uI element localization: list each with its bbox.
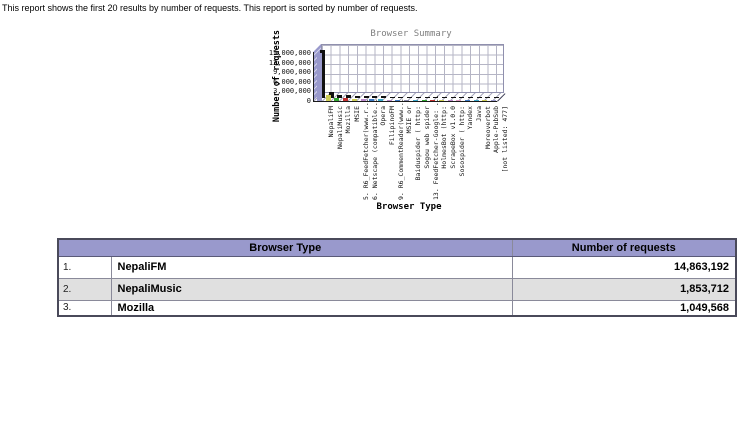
x-axis-label: MSIE or (405, 106, 414, 134)
rank-cell: 1. (57, 255, 112, 279)
chart-title: Browser Summary (370, 29, 452, 39)
rank-cell: 2. (57, 277, 112, 301)
table-row: 3. Mozilla 1,049,568 (57, 299, 737, 316)
x-axis-label: NepaliFM (327, 106, 335, 138)
table-header-row: Browser Type Number of requests (57, 238, 737, 257)
bar (438, 99, 444, 101)
bar (412, 99, 418, 101)
bar (351, 98, 357, 101)
x-axis-label: 9. R6_CommentReader(www... (396, 98, 405, 200)
x-axis-label: HolmesBot (http: (440, 106, 449, 169)
y-tick-label: 15,000,000 (268, 49, 311, 57)
x-axis-label: Yandex (466, 106, 475, 130)
x-axis-label: FilipinoFM (387, 106, 396, 146)
x-axis-label: Apple-PubSub (492, 106, 501, 153)
bar (465, 99, 471, 101)
y-tick-label: 0 (306, 97, 311, 105)
x-axis-label: Moreoverbot (483, 106, 492, 150)
browser-cell: Mozilla (110, 299, 513, 316)
x-axis-label: ScrapeBox v1.0.0 (448, 106, 457, 169)
bar (395, 99, 401, 101)
bar (343, 98, 349, 101)
bar (334, 97, 340, 101)
bar (317, 53, 322, 101)
bar (421, 99, 427, 101)
x-axis-line (313, 101, 497, 102)
chart-back-wall (321, 44, 504, 93)
y-tick-label: 3,000,000 (273, 87, 311, 96)
y-axis-line (313, 52, 314, 101)
bar (360, 99, 366, 101)
y-tick-label: 12,000,000 (268, 58, 311, 67)
bar (430, 99, 436, 101)
bar (456, 99, 462, 101)
column-header-browser-type: Browser Type (57, 238, 513, 257)
bar (325, 95, 331, 101)
bar (491, 99, 497, 101)
table-row: 2. NepaliMusic 1,853,712 (57, 277, 737, 301)
browser-summary-table: Browser Type Number of requests 1. Nepali… (57, 238, 737, 317)
rank-cell: 3. (57, 299, 112, 316)
bar (369, 99, 375, 101)
bar (386, 99, 392, 101)
requests-cell: 1,049,568 (511, 299, 737, 316)
x-axis-title: Browser Type (376, 202, 442, 212)
table-row: 1. NepaliFM 14,863,192 (57, 255, 737, 279)
x-axis-label: [not listed: 477] (501, 106, 510, 173)
requests-cell: 1,853,712 (511, 277, 737, 301)
x-axis-label: Java (475, 106, 484, 122)
x-axis-label: Opera (379, 106, 388, 126)
column-header-number-of-requests: Number of requests (511, 238, 737, 257)
bar (377, 99, 383, 101)
x-axis-label: Sosospider ( http: (457, 106, 466, 177)
chart-floor (313, 93, 505, 101)
browser-summary-chart: Browser Summary Number of requests 0 3,00… (268, 29, 510, 212)
x-axis-label: 6. Netscape (compatible... (370, 98, 379, 200)
y-tick-label: 9,000,000 (273, 68, 311, 77)
x-axis-label: Mozilla (344, 106, 353, 134)
x-axis-label: 5. R6_FeedFetcher(www.r... (361, 98, 370, 200)
x-axis-label: MSIE (353, 106, 362, 122)
x-axis-label: NepaliMusic (335, 106, 344, 150)
y-tick-label: 6,000,000 (273, 77, 311, 86)
x-axis-label: 13. FeedFetcher-Google: ... (431, 94, 440, 200)
bar (404, 99, 410, 101)
bar (473, 99, 479, 101)
requests-cell: 14,863,192 (511, 255, 737, 279)
x-axis-label: Baiduspider ( http: (414, 106, 423, 181)
bar (447, 99, 453, 101)
browser-cell: NepaliFM (110, 255, 513, 279)
browser-cell: NepaliMusic (110, 277, 513, 301)
report-description: This report shows the first 20 results b… (2, 3, 418, 13)
x-axis-label: Sogou web spider (422, 106, 431, 169)
bar (482, 99, 488, 101)
